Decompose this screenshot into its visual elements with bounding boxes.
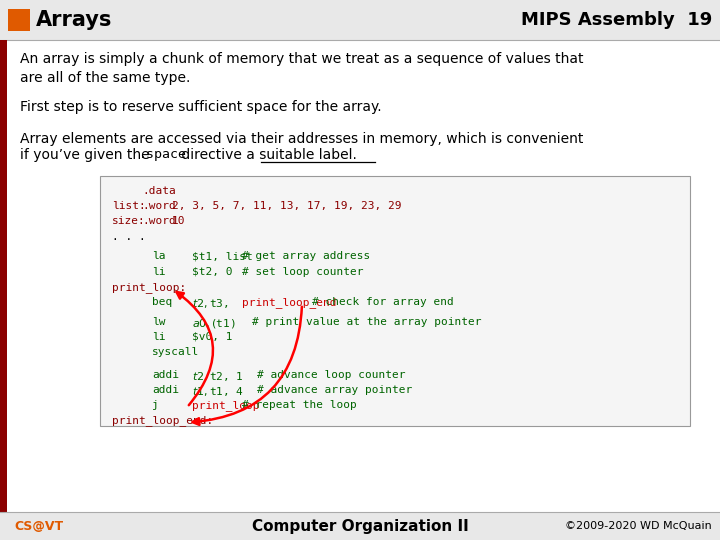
Text: print_loop: print_loop bbox=[192, 400, 259, 411]
Text: # get array address: # get array address bbox=[242, 251, 370, 261]
Text: lw: lw bbox=[152, 317, 166, 327]
Text: # print value at the array pointer: # print value at the array pointer bbox=[252, 317, 482, 327]
Text: directive a suitable label.: directive a suitable label. bbox=[177, 148, 357, 162]
Text: $a0, ($t1): $a0, ($t1) bbox=[192, 317, 235, 330]
Bar bbox=[100, 176, 690, 426]
Text: j: j bbox=[152, 400, 158, 410]
Text: if you’ve given the: if you’ve given the bbox=[20, 148, 154, 162]
Text: size:: size: bbox=[112, 217, 145, 226]
Text: # repeat the loop: # repeat the loop bbox=[242, 400, 356, 410]
Text: addi: addi bbox=[152, 385, 179, 395]
Text: .space: .space bbox=[139, 148, 187, 161]
Text: Arrays: Arrays bbox=[36, 10, 112, 30]
Text: $t2, 0: $t2, 0 bbox=[192, 267, 233, 276]
Text: li: li bbox=[152, 332, 166, 342]
Text: CS@VT: CS@VT bbox=[14, 519, 63, 532]
Text: print_loop_end: print_loop_end bbox=[242, 297, 336, 308]
Text: Computer Organization II: Computer Organization II bbox=[251, 518, 469, 534]
Bar bbox=[0, 40, 7, 512]
Text: $v0, 1: $v0, 1 bbox=[192, 332, 233, 342]
Text: An array is simply a chunk of memory that we treat as a sequence of values that
: An array is simply a chunk of memory tha… bbox=[20, 52, 583, 85]
Text: syscall: syscall bbox=[152, 347, 199, 357]
Text: # set loop counter: # set loop counter bbox=[242, 267, 364, 276]
Text: ©2009-2020 WD McQuain: ©2009-2020 WD McQuain bbox=[565, 521, 712, 531]
Text: addi: addi bbox=[152, 370, 179, 380]
Text: $t2, $t3,: $t2, $t3, bbox=[192, 297, 229, 310]
Text: Array elements are accessed via their addresses in memory, which is convenient: Array elements are accessed via their ad… bbox=[20, 132, 583, 146]
Text: $t1, list: $t1, list bbox=[192, 251, 253, 261]
Text: # check for array end: # check for array end bbox=[312, 297, 454, 307]
Text: beq: beq bbox=[152, 297, 172, 307]
Text: $t1, $t1, 4: $t1, $t1, 4 bbox=[192, 385, 244, 398]
Text: # advance array pointer: # advance array pointer bbox=[257, 385, 413, 395]
Bar bbox=[8, 9, 30, 31]
Text: . . .: . . . bbox=[112, 232, 145, 241]
Text: li: li bbox=[152, 267, 166, 276]
Text: MIPS Assembly  19: MIPS Assembly 19 bbox=[521, 11, 712, 29]
Bar bbox=[7, 40, 720, 512]
Text: print_loop:: print_loop: bbox=[112, 282, 186, 293]
Text: 10: 10 bbox=[172, 217, 186, 226]
Text: First step is to reserve sufficient space for the array.: First step is to reserve sufficient spac… bbox=[20, 100, 382, 114]
Text: .data: .data bbox=[142, 186, 176, 196]
Text: .word: .word bbox=[142, 201, 176, 211]
Text: .word: .word bbox=[142, 217, 176, 226]
Bar bbox=[0, 0, 720, 40]
Text: $t2, $t2, 1: $t2, $t2, 1 bbox=[192, 370, 244, 383]
Text: la: la bbox=[152, 251, 166, 261]
Text: print_loop_end:: print_loop_end: bbox=[112, 415, 213, 427]
Text: # advance loop counter: # advance loop counter bbox=[257, 370, 405, 380]
Text: 2, 3, 5, 7, 11, 13, 17, 19, 23, 29: 2, 3, 5, 7, 11, 13, 17, 19, 23, 29 bbox=[172, 201, 402, 211]
Text: list:: list: bbox=[112, 201, 145, 211]
